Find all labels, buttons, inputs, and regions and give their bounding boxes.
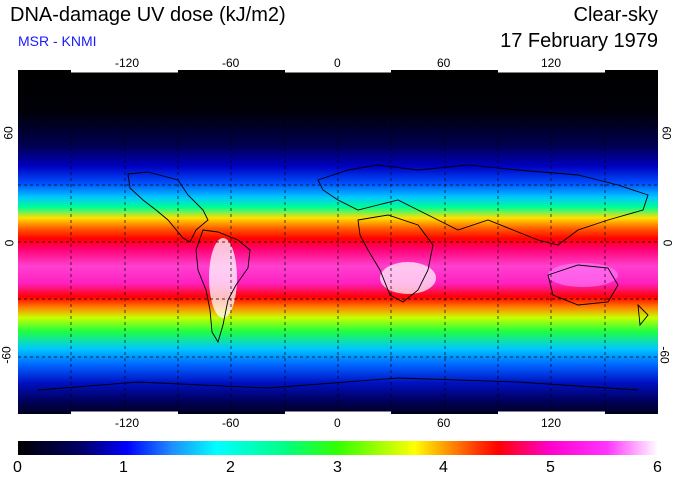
colorbar-label-0: 0	[13, 459, 22, 476]
uv-dose-map-svg	[18, 70, 658, 414]
lon-tick-bottom-0: 0	[334, 416, 341, 430]
lat-tick-right-0: 0	[660, 239, 675, 247]
lon-tick-bottom-120: 120	[541, 416, 562, 430]
lon-tick-top-0: 0	[334, 56, 341, 70]
uv-hotspot-southern-africa	[380, 262, 436, 294]
uv-hotspot-south-america	[209, 238, 237, 318]
colorbar	[18, 441, 658, 455]
date-label: 17 February 1979	[500, 30, 658, 52]
data-source-label: MSR - KNMI	[18, 33, 97, 49]
lon-tick-bottom-60: 60	[437, 416, 451, 430]
lon-tick-top-neg120: -120	[115, 56, 140, 70]
sky-condition-label: Clear-sky	[573, 4, 658, 26]
lon-tick-top-60: 60	[437, 56, 451, 70]
lon-tick-bottom-neg60: -60	[222, 416, 240, 430]
uv-hotspot-australia	[548, 263, 618, 287]
map-title: DNA-damage UV dose (kJ/m2)	[10, 4, 286, 26]
colorbar-label-6: 6	[653, 459, 662, 476]
lat-tick-right-neg60: -60	[657, 346, 672, 364]
frame-ticks	[71, 70, 605, 414]
lat-tick-right-60: 60	[659, 126, 674, 140]
colorbar-label-2: 2	[226, 459, 235, 476]
colorbar-label-1: 1	[119, 459, 128, 476]
colorbar-label-5: 5	[546, 459, 555, 476]
colorbar-label-4: 4	[439, 459, 448, 476]
colorbar-label-3: 3	[333, 459, 342, 476]
graticule	[18, 70, 658, 414]
lat-tick-left-0: 0	[2, 239, 17, 247]
lat-tick-left-neg60: -60	[0, 346, 14, 364]
coastlines	[37, 164, 649, 391]
uv-dose-map	[18, 70, 658, 414]
lat-tick-left-60: 60	[1, 126, 16, 140]
lon-tick-bottom-neg120: -120	[115, 416, 140, 430]
lon-tick-top-neg60: -60	[222, 56, 240, 70]
lon-tick-top-120: 120	[541, 56, 562, 70]
